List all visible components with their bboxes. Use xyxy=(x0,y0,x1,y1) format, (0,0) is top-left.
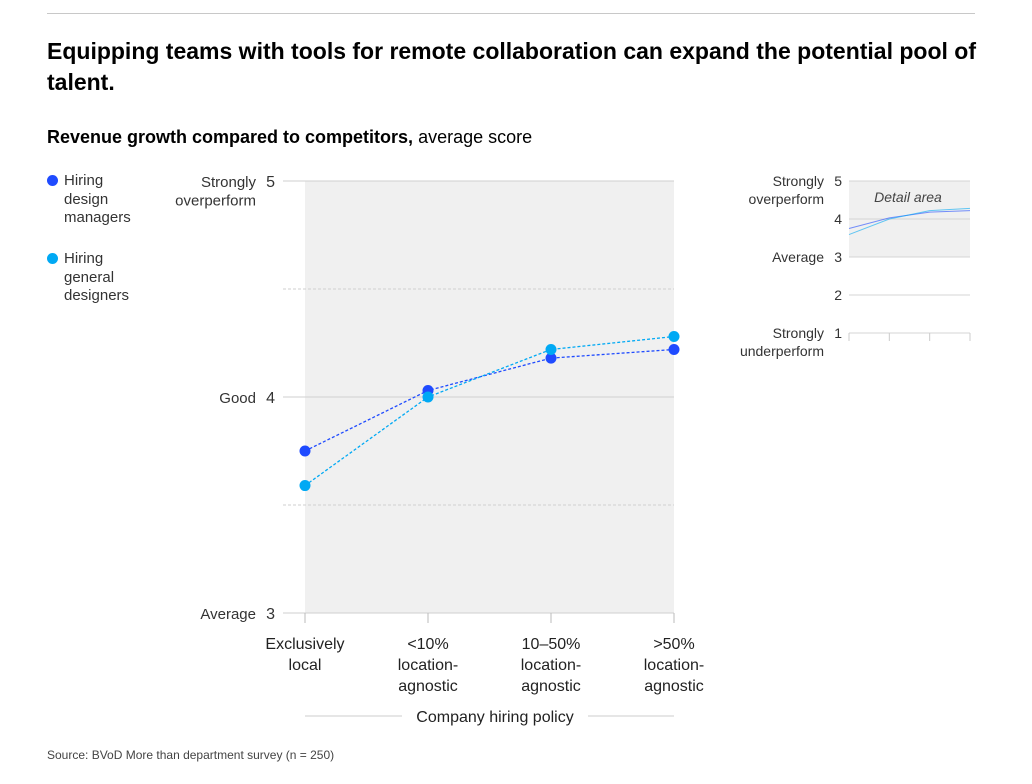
inset-y-tick-label: 3 xyxy=(834,249,842,265)
inset-y-tick-label: 2 xyxy=(834,287,842,303)
data-point xyxy=(299,445,311,457)
inset-y-tick-label: 4 xyxy=(834,211,842,227)
chart-title: Equipping teams with tools for remote co… xyxy=(47,38,976,95)
y-tick-description: Good xyxy=(219,390,256,407)
y-tick-description: overperform xyxy=(175,193,256,210)
x-tick-label: agnostic xyxy=(398,678,458,695)
x-axis-label: Company hiring policy xyxy=(416,709,573,726)
x-tick-label: Exclusively xyxy=(265,636,344,653)
data-point xyxy=(545,352,557,364)
legend-swatch xyxy=(47,253,58,264)
legend-item: Hiring design managers xyxy=(47,172,154,228)
legend-item: Hiring general designers xyxy=(47,250,154,306)
x-tick-label: 10–50% xyxy=(522,636,581,653)
y-tick-label: 5 xyxy=(266,174,275,191)
subtitle-bold: Revenue growth compared to competitors, xyxy=(47,127,414,147)
data-point xyxy=(668,331,680,343)
series-line xyxy=(304,335,675,487)
data-point xyxy=(668,343,680,355)
x-tick-label: location- xyxy=(644,657,704,674)
inset-y-tick-description: Strongly xyxy=(773,173,824,189)
y-tick-description: Strongly xyxy=(201,174,257,191)
source-note: Source: BVoD More than department survey… xyxy=(47,748,335,762)
inset-y-tick-label: 1 xyxy=(834,325,842,341)
x-tick-label: location- xyxy=(398,657,458,674)
inset-y-tick-description: underperform xyxy=(740,343,824,359)
legend-swatch xyxy=(47,175,58,186)
detail-area-label: Detail area xyxy=(874,189,942,205)
x-tick-label: <10% xyxy=(407,636,448,653)
chart-subtitle: Revenue growth compared to competitors, … xyxy=(47,127,532,148)
x-tick-label: local xyxy=(289,657,322,674)
inset-series-line xyxy=(848,207,971,236)
inset-y-tick-description: overperform xyxy=(749,191,824,207)
legend-label: Hiring general designers xyxy=(64,250,130,304)
data-point xyxy=(545,343,557,355)
x-tick-label: agnostic xyxy=(644,678,704,695)
inset-y-tick-description: Strongly xyxy=(773,325,824,341)
y-tick-label: 4 xyxy=(266,390,275,407)
data-point xyxy=(422,391,434,403)
x-tick-label: >50% xyxy=(653,636,694,653)
x-tick-label: location- xyxy=(521,657,581,674)
inset-y-tick-label: 5 xyxy=(834,173,842,189)
legend-label: Hiring design managers xyxy=(64,172,131,226)
x-tick-label: agnostic xyxy=(521,678,581,695)
top-rule xyxy=(47,13,975,14)
y-tick-description: Average xyxy=(200,606,256,623)
data-point xyxy=(299,480,311,492)
inset-y-tick-description: Average xyxy=(772,249,824,265)
y-tick-label: 3 xyxy=(266,606,275,623)
series-line xyxy=(304,348,675,452)
subtitle-rest: average score xyxy=(413,127,533,147)
